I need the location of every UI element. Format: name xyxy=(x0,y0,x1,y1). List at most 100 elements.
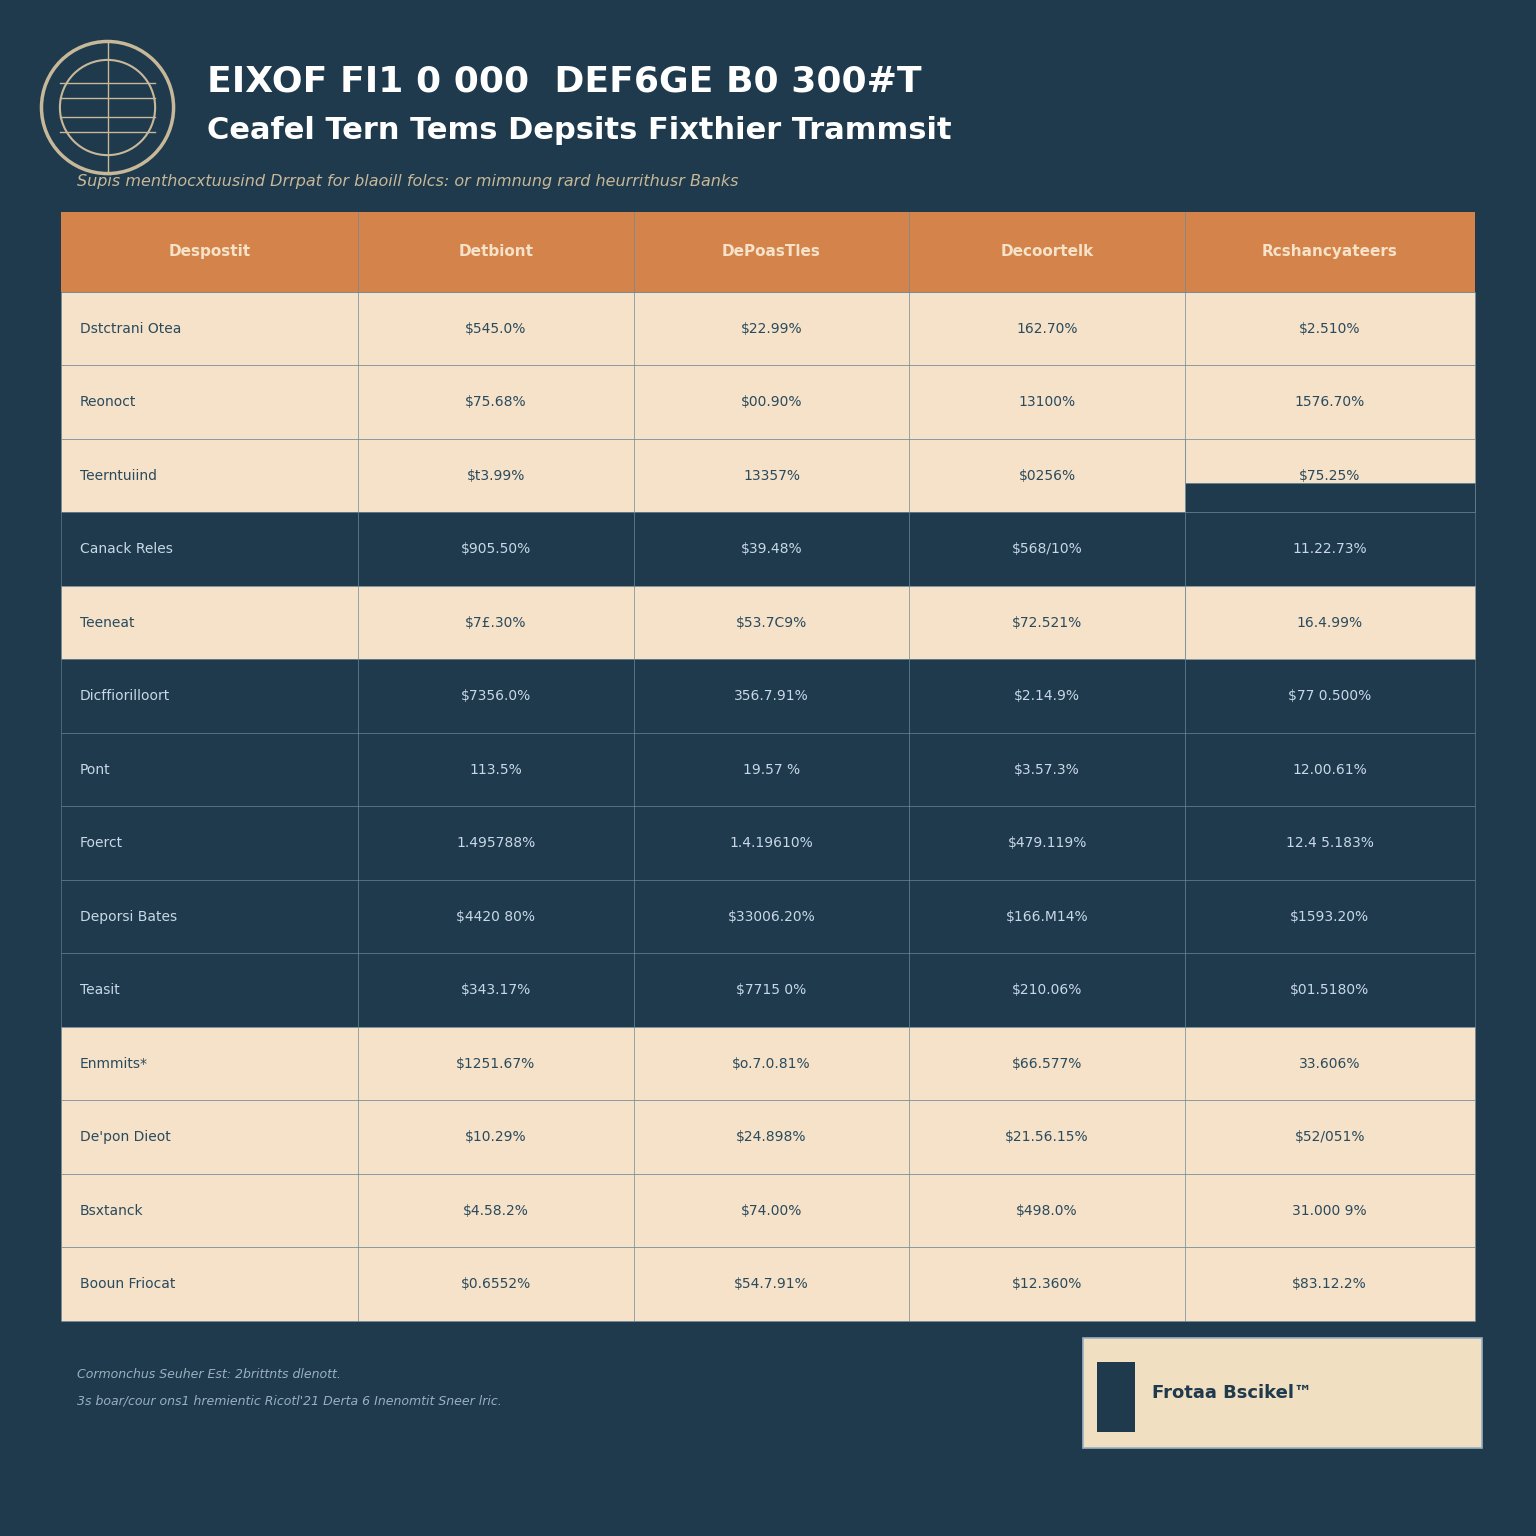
Text: Dicffiorilloort: Dicffiorilloort xyxy=(80,690,170,703)
Text: $22.99%: $22.99% xyxy=(740,321,802,335)
Text: $39.48%: $39.48% xyxy=(740,542,802,556)
FancyBboxPatch shape xyxy=(1184,585,1475,659)
FancyBboxPatch shape xyxy=(1083,1338,1482,1448)
FancyBboxPatch shape xyxy=(61,292,1475,366)
FancyBboxPatch shape xyxy=(61,806,1475,880)
Text: $7356.0%: $7356.0% xyxy=(461,690,531,703)
Text: EIXOF FI1 0 000  DEF6GE B0 300#T: EIXOF FI1 0 000 DEF6GE B0 300#T xyxy=(207,65,922,98)
Text: $83.12.2%: $83.12.2% xyxy=(1292,1278,1367,1292)
FancyBboxPatch shape xyxy=(61,1247,1475,1321)
Text: Frotaa Bscikel™: Frotaa Bscikel™ xyxy=(1152,1384,1312,1402)
FancyBboxPatch shape xyxy=(61,513,1475,585)
FancyBboxPatch shape xyxy=(61,659,1475,733)
Text: $o.7.0.81%: $o.7.0.81% xyxy=(733,1057,811,1071)
Text: 11.22.73%: 11.22.73% xyxy=(1292,542,1367,556)
FancyBboxPatch shape xyxy=(61,1028,1475,1100)
FancyBboxPatch shape xyxy=(61,212,1475,292)
Text: DePoasTles: DePoasTles xyxy=(722,244,820,260)
Text: $545.0%: $545.0% xyxy=(465,321,527,335)
Text: $77 0.500%: $77 0.500% xyxy=(1289,690,1372,703)
FancyBboxPatch shape xyxy=(61,880,1475,954)
Text: Decoortelk: Decoortelk xyxy=(1000,244,1094,260)
FancyBboxPatch shape xyxy=(61,585,1475,659)
Text: 12.00.61%: 12.00.61% xyxy=(1292,763,1367,777)
Text: $21.56.15%: $21.56.15% xyxy=(1005,1130,1089,1144)
Text: De'pon Dieot: De'pon Dieot xyxy=(80,1130,170,1144)
Text: $00.90%: $00.90% xyxy=(740,395,802,409)
Text: $54.7.91%: $54.7.91% xyxy=(734,1278,809,1292)
Text: Enmmits*: Enmmits* xyxy=(80,1057,147,1071)
Text: Dstctrani Otea: Dstctrani Otea xyxy=(80,321,181,335)
Text: Booun Friocat: Booun Friocat xyxy=(80,1278,175,1292)
Text: $33006.20%: $33006.20% xyxy=(728,909,816,923)
Text: 33.606%: 33.606% xyxy=(1299,1057,1361,1071)
Text: $t3.99%: $t3.99% xyxy=(467,468,525,482)
Text: 13357%: 13357% xyxy=(743,468,800,482)
Text: $0.6552%: $0.6552% xyxy=(461,1278,531,1292)
FancyBboxPatch shape xyxy=(1184,439,1475,482)
Text: $2.14.9%: $2.14.9% xyxy=(1014,690,1080,703)
Text: $4.58.2%: $4.58.2% xyxy=(462,1204,528,1218)
Text: Detbiont: Detbiont xyxy=(458,244,533,260)
Text: $75.25%: $75.25% xyxy=(1299,468,1361,482)
Text: Teerntuiind: Teerntuiind xyxy=(80,468,157,482)
Text: Supis menthocxtuusind Drrpat for blaoill folcs: or mimnung rard heurrithusr Bank: Supis menthocxtuusind Drrpat for blaoill… xyxy=(77,174,739,189)
Text: 19.57 %: 19.57 % xyxy=(743,763,800,777)
Text: $10.29%: $10.29% xyxy=(465,1130,527,1144)
Text: $24.898%: $24.898% xyxy=(736,1130,806,1144)
Text: $343.17%: $343.17% xyxy=(461,983,531,997)
Text: Cormonchus Seuher Est: 2brittnts dlenott.: Cormonchus Seuher Est: 2brittnts dlenott… xyxy=(77,1369,341,1381)
FancyBboxPatch shape xyxy=(61,954,1475,1028)
Text: $52/051%: $52/051% xyxy=(1295,1130,1366,1144)
Text: Canack Reles: Canack Reles xyxy=(80,542,172,556)
Text: 1.495788%: 1.495788% xyxy=(456,836,536,849)
Text: Foerct: Foerct xyxy=(80,836,123,849)
FancyBboxPatch shape xyxy=(61,1100,1475,1174)
Text: $568/10%: $568/10% xyxy=(1012,542,1083,556)
Text: 31.000 9%: 31.000 9% xyxy=(1292,1204,1367,1218)
Text: $12.360%: $12.360% xyxy=(1012,1278,1083,1292)
Text: $166.M14%: $166.M14% xyxy=(1006,909,1089,923)
Text: $0256%: $0256% xyxy=(1018,468,1075,482)
Text: Deporsi Bates: Deporsi Bates xyxy=(80,909,177,923)
Text: $72.521%: $72.521% xyxy=(1012,616,1083,630)
Text: 113.5%: 113.5% xyxy=(470,763,522,777)
FancyBboxPatch shape xyxy=(61,1174,1475,1247)
Text: $2.510%: $2.510% xyxy=(1299,321,1361,335)
Text: $66.577%: $66.577% xyxy=(1012,1057,1083,1071)
Text: Teeneat: Teeneat xyxy=(80,616,134,630)
FancyBboxPatch shape xyxy=(61,733,1475,806)
FancyBboxPatch shape xyxy=(61,366,1475,439)
Text: Ceafel Tern Tems Depsits Fixthier Trammsit: Ceafel Tern Tems Depsits Fixthier Tramms… xyxy=(207,117,952,144)
Text: $479.119%: $479.119% xyxy=(1008,836,1087,849)
FancyBboxPatch shape xyxy=(1184,482,1475,513)
Text: $498.0%: $498.0% xyxy=(1017,1204,1078,1218)
Text: $53.7C9%: $53.7C9% xyxy=(736,616,806,630)
Text: Despostit: Despostit xyxy=(169,244,250,260)
Text: $210.06%: $210.06% xyxy=(1012,983,1083,997)
Text: 1.4.19610%: 1.4.19610% xyxy=(730,836,814,849)
Text: 356.7.91%: 356.7.91% xyxy=(734,690,809,703)
Text: $1251.67%: $1251.67% xyxy=(456,1057,536,1071)
Text: $905.50%: $905.50% xyxy=(461,542,531,556)
Text: 12.4 5.183%: 12.4 5.183% xyxy=(1286,836,1373,849)
Text: Bsxtanck: Bsxtanck xyxy=(80,1204,143,1218)
FancyBboxPatch shape xyxy=(1097,1362,1135,1432)
Text: $1593.20%: $1593.20% xyxy=(1290,909,1369,923)
Text: Teasit: Teasit xyxy=(80,983,120,997)
Text: $7715 0%: $7715 0% xyxy=(736,983,806,997)
Text: Pont: Pont xyxy=(80,763,111,777)
Text: Reonoct: Reonoct xyxy=(80,395,137,409)
Text: $7£.30%: $7£.30% xyxy=(465,616,527,630)
FancyBboxPatch shape xyxy=(61,439,1475,513)
Text: $4420 80%: $4420 80% xyxy=(456,909,536,923)
Text: 3s boar/cour ons1 hremientic Ricotl'21 Derta 6 Inenomtit Sneer lric.: 3s boar/cour ons1 hremientic Ricotl'21 D… xyxy=(77,1395,502,1407)
Text: 1576.70%: 1576.70% xyxy=(1295,395,1366,409)
Text: Rcshancyateers: Rcshancyateers xyxy=(1261,244,1398,260)
Text: 162.70%: 162.70% xyxy=(1017,321,1078,335)
Text: $75.68%: $75.68% xyxy=(465,395,527,409)
Text: 13100%: 13100% xyxy=(1018,395,1075,409)
Text: $01.5180%: $01.5180% xyxy=(1290,983,1369,997)
Text: 16.4.99%: 16.4.99% xyxy=(1296,616,1362,630)
Text: $3.57.3%: $3.57.3% xyxy=(1014,763,1080,777)
